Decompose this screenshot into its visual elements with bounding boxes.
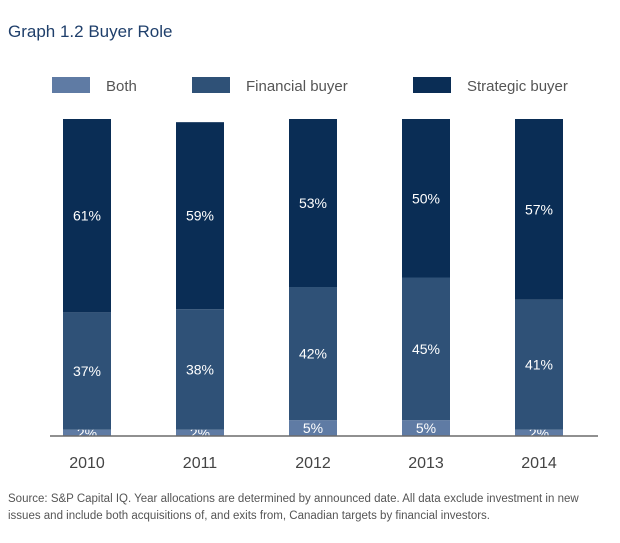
bar-both-2013 xyxy=(402,420,450,436)
x-tick-label-2013: 2013 xyxy=(408,455,444,472)
legend-swatch-strategic-buyer xyxy=(413,77,451,93)
data-label-financial-buyer-2011: 38% xyxy=(186,361,214,377)
data-label-financial-buyer-2012: 42% xyxy=(299,346,327,362)
data-label-both-2012: 5% xyxy=(303,420,323,436)
chart-title: Graph 1.2 Buyer Role xyxy=(8,22,173,41)
data-label-strategic-buyer-2014: 57% xyxy=(525,201,553,217)
x-tick-label-2011: 2011 xyxy=(183,455,218,472)
data-label-financial-buyer-2014: 41% xyxy=(525,357,553,373)
bar-financial-buyer-2010 xyxy=(63,312,111,430)
legend-swatch-financial-buyer xyxy=(192,77,230,93)
bar-both-2012 xyxy=(289,420,337,436)
data-label-strategic-buyer-2012: 53% xyxy=(299,195,327,211)
data-label-financial-buyer-2010: 37% xyxy=(73,363,101,379)
x-tick-label-2012: 2012 xyxy=(295,455,331,472)
data-label-strategic-buyer-2013: 50% xyxy=(412,190,440,206)
data-label-both-2013: 5% xyxy=(416,420,436,436)
data-label-strategic-buyer-2011: 59% xyxy=(186,208,214,224)
bar-strategic-buyer-2010 xyxy=(63,119,111,313)
stacked-bar-chart: Both Financial buyer Strategic buyer 2%37%… xyxy=(50,77,598,472)
bars-group: 2%37%61%2%38%59%5%42%53%5%45%50%2%41%57% xyxy=(63,119,563,441)
bar-financial-buyer-2013 xyxy=(402,277,450,421)
legend-swatch-both xyxy=(52,77,90,93)
bar-financial-buyer-2011 xyxy=(176,309,224,430)
bar-strategic-buyer-2011 xyxy=(176,122,224,310)
bar-financial-buyer-2012 xyxy=(289,287,337,421)
x-axis-ticks: 2010 2011 2012 2013 2014 xyxy=(69,455,557,472)
bar-strategic-buyer-2014 xyxy=(515,119,563,300)
bar-both-2011 xyxy=(176,429,224,436)
x-tick-label-2010: 2010 xyxy=(69,455,105,472)
source-note: Source: S&P Capital IQ. Year allocations… xyxy=(8,493,579,522)
bar-strategic-buyer-2013 xyxy=(402,119,450,278)
data-label-strategic-buyer-2010: 61% xyxy=(73,208,101,224)
legend-label-strategic-buyer: Strategic buyer xyxy=(467,78,568,95)
bar-strategic-buyer-2012 xyxy=(289,119,337,288)
bar-financial-buyer-2014 xyxy=(515,299,563,430)
legend-label-both: Both xyxy=(106,78,137,95)
bar-both-2014 xyxy=(515,429,563,436)
x-tick-label-2014: 2014 xyxy=(521,455,557,472)
legend-label-financial-buyer: Financial buyer xyxy=(246,78,348,95)
legend: Both Financial buyer Strategic buyer xyxy=(52,77,568,95)
bar-both-2010 xyxy=(63,429,111,436)
data-label-financial-buyer-2013: 45% xyxy=(412,341,440,357)
